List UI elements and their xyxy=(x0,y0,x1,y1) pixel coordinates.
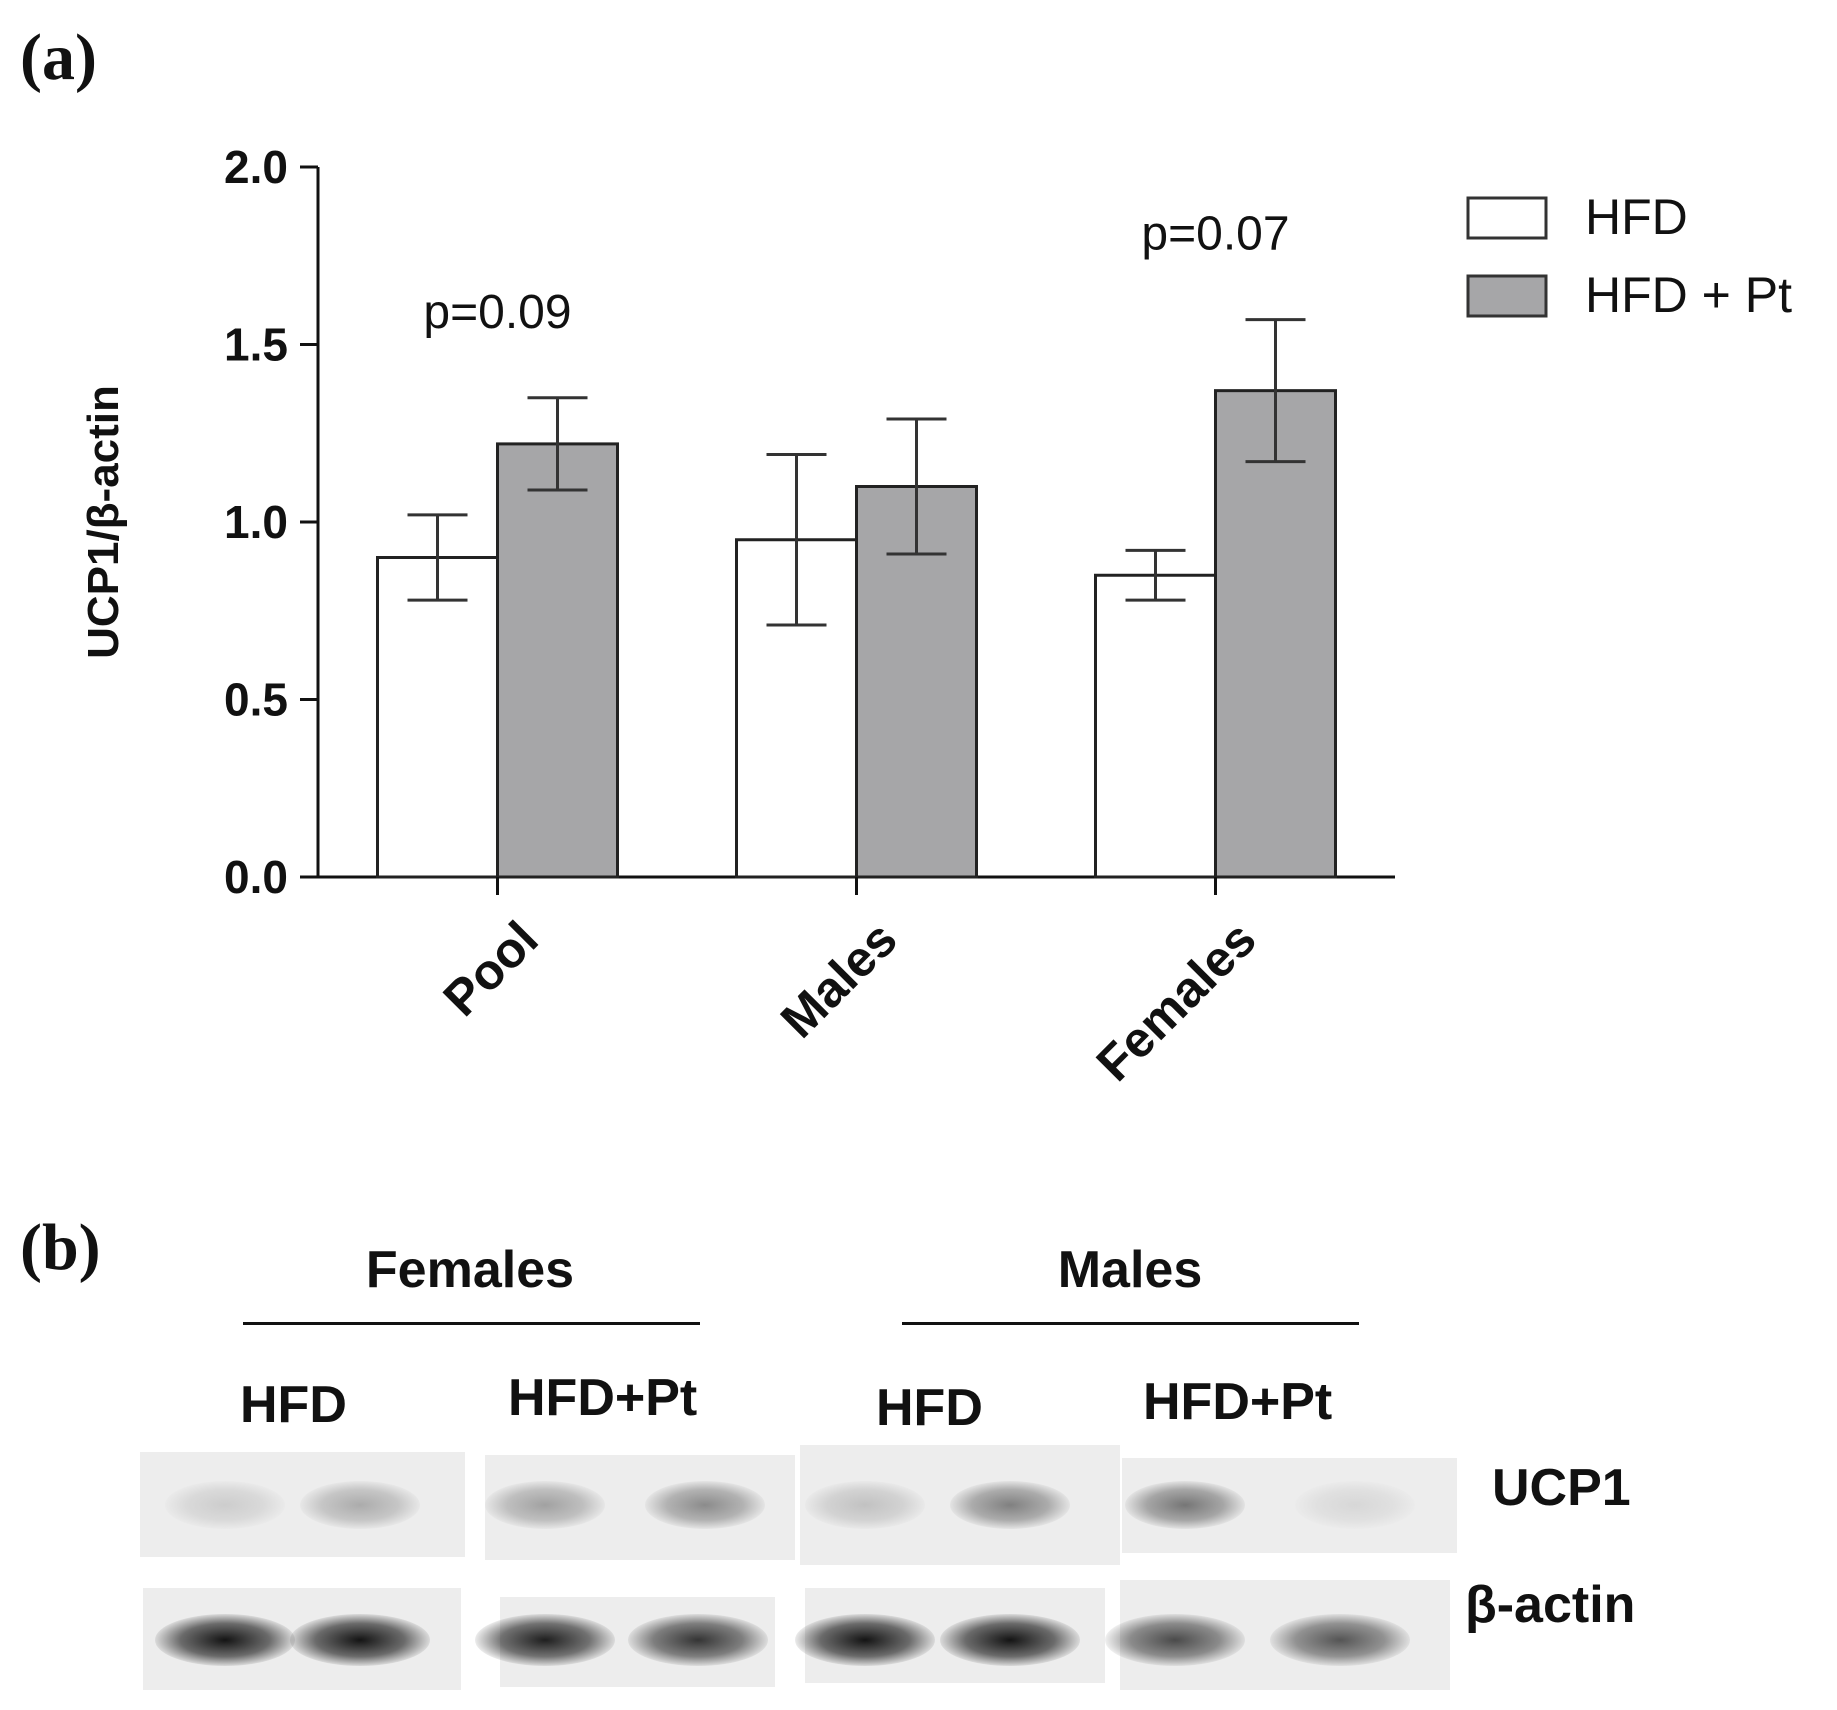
y-tick-label: 1.5 xyxy=(224,319,288,371)
y-axis-label: UCP1/β-actin xyxy=(79,385,128,659)
x-tick-label-males: Males xyxy=(770,911,908,1049)
legend-swatch-hfd-pt xyxy=(1466,274,1548,318)
lane-label-females-hfd: HFD xyxy=(240,1376,347,1434)
band-beta-actin xyxy=(795,1614,935,1666)
bar-females-hfd-pt xyxy=(1214,389,1337,879)
lane-label-males-hfd: HFD xyxy=(876,1379,983,1437)
lane-label-males-hfd-pt: HFD+Pt xyxy=(1143,1373,1333,1431)
bar-pool-hfd xyxy=(376,556,499,879)
y-tick-label: 2.0 xyxy=(224,141,288,193)
group-line-males xyxy=(902,1322,1359,1325)
legend-swatch-hfd xyxy=(1466,196,1548,240)
band-beta-actin xyxy=(1105,1614,1245,1666)
panel-a-label: (a) xyxy=(20,21,97,94)
group-title-males: Males xyxy=(1057,1241,1203,1299)
protein-label-ucp1: UCP1 xyxy=(1492,1459,1631,1517)
western-blot: Females Males HFD HFD+Pt HFD HFD+Pt UCP1… xyxy=(0,1180,1837,1710)
legend-label-hfd-pt: HFD + Pt xyxy=(1585,267,1792,323)
band-ucp1 xyxy=(805,1481,925,1529)
band-beta-actin xyxy=(155,1614,295,1666)
band-ucp1 xyxy=(645,1481,765,1529)
blot-ucp1-females-hfd-pt xyxy=(485,1455,795,1560)
bar-females-hfd xyxy=(1094,573,1217,879)
band-ucp1 xyxy=(485,1481,605,1529)
band-ucp1 xyxy=(1295,1481,1415,1529)
band-ucp1 xyxy=(950,1481,1070,1529)
band-beta-actin xyxy=(940,1614,1080,1666)
lane-label-females-hfd-pt: HFD+Pt xyxy=(508,1369,698,1427)
band-beta-actin xyxy=(475,1614,615,1666)
band-ucp1 xyxy=(300,1481,420,1529)
y-tick-label: 0.0 xyxy=(224,851,288,903)
band-ucp1 xyxy=(165,1481,285,1529)
legend-label-hfd: HFD xyxy=(1585,189,1688,245)
band-beta-actin xyxy=(1270,1614,1410,1666)
band-beta-actin xyxy=(628,1614,768,1666)
y-tick-label: 1.0 xyxy=(224,496,288,548)
p-value-annotation: p=0.09 xyxy=(423,286,571,339)
group-title-females: Females xyxy=(365,1241,575,1299)
protein-label-beta-actin: β-actin xyxy=(1465,1576,1636,1634)
p-value-annotation: p=0.07 xyxy=(1141,208,1289,261)
group-line-females xyxy=(243,1322,700,1325)
panel-b-label: (b) xyxy=(20,1211,101,1284)
bar-pool-hfd-pt xyxy=(496,442,619,879)
blot-ucp1-females-hfd xyxy=(140,1452,465,1557)
y-tick-label: 0.5 xyxy=(224,674,288,726)
x-tick-label-females: Females xyxy=(1086,911,1267,1092)
band-beta-actin xyxy=(290,1614,430,1666)
x-tick-label-pool: Pool xyxy=(433,911,549,1027)
band-ucp1 xyxy=(1125,1481,1245,1529)
bar-chart: 0.0 0.5 1.0 1.5 2.0 UCP1/β-actin Pool Males Fema… xyxy=(79,141,1792,1092)
